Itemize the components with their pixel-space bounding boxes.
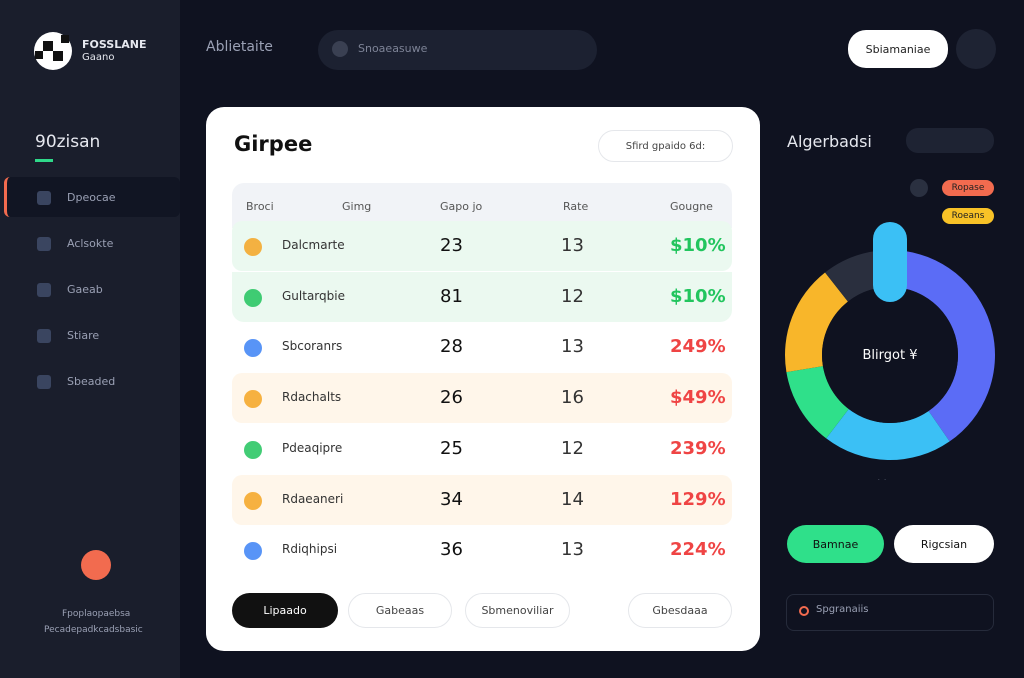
row-value: 16: [561, 387, 584, 409]
row-value: 12: [561, 437, 584, 459]
panel-control[interactable]: [906, 128, 994, 153]
nav-icon: [37, 191, 51, 205]
row-name: Rdachalts: [282, 390, 342, 405]
filter-button[interactable]: Sfird gpaido 6d:: [598, 130, 733, 162]
row-name: Rdaeaneri: [282, 491, 344, 506]
donut-hole: [822, 287, 958, 423]
row-value: 13: [561, 336, 584, 358]
donut-segment: [900, 251, 995, 442]
column-header: Gapo jo: [440, 200, 483, 213]
search-text: Snoaeasuwe: [358, 42, 428, 55]
row-icon: [244, 440, 262, 459]
column-header: Broci: [246, 200, 274, 213]
nav-item[interactable]: Dpeocae: [67, 191, 116, 204]
user-icon[interactable]: [956, 29, 996, 69]
card-button[interactable]: Lipaado: [232, 593, 338, 628]
panel-button[interactable]: Rigcsian: [894, 525, 994, 563]
legend-icon: [910, 179, 928, 197]
panel-footer-card: [786, 594, 994, 631]
row-name: Rdiqhipsi: [282, 542, 338, 557]
row-value: 26: [440, 387, 463, 409]
panel-footer: Spgranaiis: [816, 604, 869, 615]
nav-icon: [37, 329, 51, 343]
nav-active[interactable]: [4, 177, 180, 217]
legend-item[interactable]: Roeans: [942, 208, 994, 224]
sidebar-footer: Fpoplaopaebsa: [62, 609, 131, 619]
row-value: 25: [440, 437, 463, 459]
row-name: Gultarqbie: [282, 288, 345, 303]
row-icon: [244, 390, 262, 409]
nav-item[interactable]: Aclsokte: [67, 237, 114, 250]
panel-title: Algerbadsi: [787, 132, 872, 151]
row-value: 14: [561, 488, 584, 510]
nav-item[interactable]: Stiare: [67, 329, 100, 342]
nav-icon: [37, 237, 51, 251]
row-value: 13: [561, 235, 584, 256]
row-change: 224%: [670, 539, 726, 561]
nav-icon: [37, 375, 51, 389]
row[interactable]: [232, 525, 732, 576]
footer-icon: [799, 606, 809, 616]
search-icon: [332, 41, 348, 57]
row[interactable]: [232, 271, 732, 322]
table-header: [232, 183, 732, 228]
column-header: Gimg: [342, 200, 372, 213]
card-button[interactable]: Gbesdaaa: [628, 593, 732, 628]
row-change: $49%: [670, 387, 726, 409]
top-button[interactable]: Sbiamaniae: [848, 30, 948, 68]
donut-caption: Gldgeas: [870, 479, 911, 480]
donut-chart: Blirgot ¥ Gldgeas: [785, 222, 995, 480]
row-icon: [244, 238, 262, 256]
logo: [34, 32, 72, 70]
row-value: 28: [440, 336, 463, 358]
legend-item[interactable]: Ropase: [942, 180, 994, 196]
row[interactable]: [232, 373, 732, 424]
brand-sub: Gaano: [82, 52, 115, 63]
card-button[interactable]: Gabeaas: [348, 593, 452, 628]
row[interactable]: [232, 423, 732, 474]
row-value: 23: [440, 235, 463, 256]
card-button[interactable]: Sbmenoviliar: [465, 593, 570, 628]
row-name: Dalcmarte: [282, 238, 345, 252]
row-value: 36: [440, 539, 463, 561]
row-value: 13: [561, 539, 584, 561]
row-icon: [244, 288, 262, 307]
row-icon: [244, 339, 262, 358]
sidebar-heading: 90zisan: [35, 132, 101, 152]
donut-center-label: Blirgot ¥: [863, 348, 918, 363]
brand-name: FOSSLANE: [82, 38, 147, 51]
nav-icon: [37, 283, 51, 297]
row-icon: [244, 491, 262, 510]
card-title: Girpee: [234, 132, 313, 156]
row-icon: [244, 542, 262, 561]
page-title: Ablietaite: [206, 39, 273, 55]
donut-segment: [826, 409, 950, 460]
donut-segment: [786, 366, 849, 439]
alert-dot[interactable]: [81, 550, 111, 580]
column-header: Rate: [563, 200, 589, 213]
row-name: Pdeaqipre: [282, 440, 343, 455]
nav-item[interactable]: Gaeab: [67, 283, 103, 296]
donut-segment: [785, 272, 848, 373]
row[interactable]: [232, 322, 732, 373]
row-value: 34: [440, 488, 463, 510]
row-change: 239%: [670, 437, 726, 459]
row-change: $10%: [670, 285, 726, 307]
row[interactable]: [232, 474, 732, 525]
donut-handle: [873, 222, 907, 302]
sidebar-footer: Pecadepadkcadsbasic: [44, 625, 143, 635]
nav-item[interactable]: Sbeaded: [67, 375, 116, 388]
underline: [35, 159, 53, 162]
row-value: 81: [440, 285, 463, 307]
search[interactable]: [318, 30, 597, 70]
row-value: 12: [561, 285, 584, 307]
row-change: 249%: [670, 336, 726, 358]
row-change: 129%: [670, 488, 726, 510]
row-name: Sbcoranrs: [282, 339, 343, 354]
panel-button[interactable]: Bamnae: [787, 525, 884, 563]
row[interactable]: [232, 221, 732, 271]
column-header: Gougne: [670, 200, 713, 213]
row-change: $10%: [670, 235, 726, 256]
